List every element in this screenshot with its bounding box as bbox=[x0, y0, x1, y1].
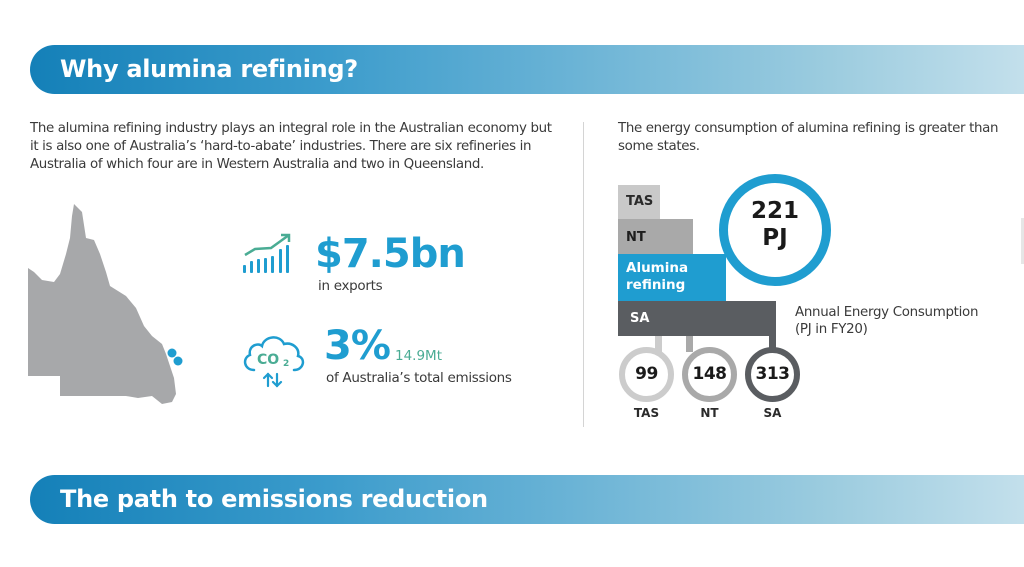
emissions-label: of Australia’s total emissions bbox=[326, 370, 512, 386]
emissions-value: 3% bbox=[324, 323, 391, 369]
exports-value: $7.5bn bbox=[315, 231, 466, 277]
column-divider bbox=[583, 122, 584, 427]
refinery-marker bbox=[173, 356, 183, 366]
svg-text:CO: CO bbox=[257, 352, 279, 368]
section-banner-path-to-reduction: The path to emissions reduction bbox=[30, 475, 1024, 524]
ring-sa: 313 bbox=[745, 347, 800, 402]
ring-label-sa: SA bbox=[763, 406, 782, 420]
intro-paragraph: The alumina refining industry plays an i… bbox=[30, 121, 552, 172]
cropped-edge-element bbox=[1021, 218, 1024, 264]
svg-text:2: 2 bbox=[283, 359, 289, 369]
ring-label-tas: TAS bbox=[633, 406, 660, 420]
bar-alumina-label-line1: Alumina bbox=[626, 260, 689, 276]
sa-connector bbox=[769, 336, 776, 352]
bar-nt: NT bbox=[618, 219, 693, 254]
bar-tas: TAS bbox=[618, 185, 660, 219]
growth-chart-icon bbox=[243, 233, 291, 273]
queensland-shape bbox=[28, 204, 176, 404]
bar-alumina-refining: Alumina refining bbox=[618, 254, 726, 301]
bar-sa: SA bbox=[618, 301, 776, 336]
section-title: Why alumina refining? bbox=[60, 55, 358, 83]
legend-line-2: (PJ in FY20) bbox=[795, 322, 868, 337]
refinery-marker bbox=[167, 348, 177, 358]
exports-label: in exports bbox=[318, 278, 383, 294]
tas-connector bbox=[655, 336, 662, 352]
energy-legend: Annual Energy Consumption (PJ in FY20) bbox=[795, 304, 978, 338]
nt-connector bbox=[686, 336, 693, 352]
legend-line-1: Annual Energy Consumption bbox=[795, 305, 979, 320]
ring-tas: 99 bbox=[619, 347, 674, 402]
alumina-energy-value: 221 bbox=[750, 198, 799, 224]
bar-alumina-label-line2: refining bbox=[626, 277, 686, 293]
ring-label-nt: NT bbox=[700, 406, 719, 420]
alumina-energy-unit: PJ bbox=[762, 225, 788, 251]
energy-intro: The energy consumption of alumina refini… bbox=[618, 121, 999, 154]
section-title: The path to emissions reduction bbox=[60, 485, 488, 513]
alumina-energy-ring: 221 PJ bbox=[719, 174, 831, 286]
co2-cloud-icon: CO 2 bbox=[243, 336, 305, 388]
emissions-sub-value: 14.9Mt bbox=[395, 348, 442, 364]
queensland-map bbox=[28, 204, 183, 404]
section-banner-why-alumina: Why alumina refining? bbox=[30, 45, 1024, 94]
ring-nt: 148 bbox=[682, 347, 737, 402]
